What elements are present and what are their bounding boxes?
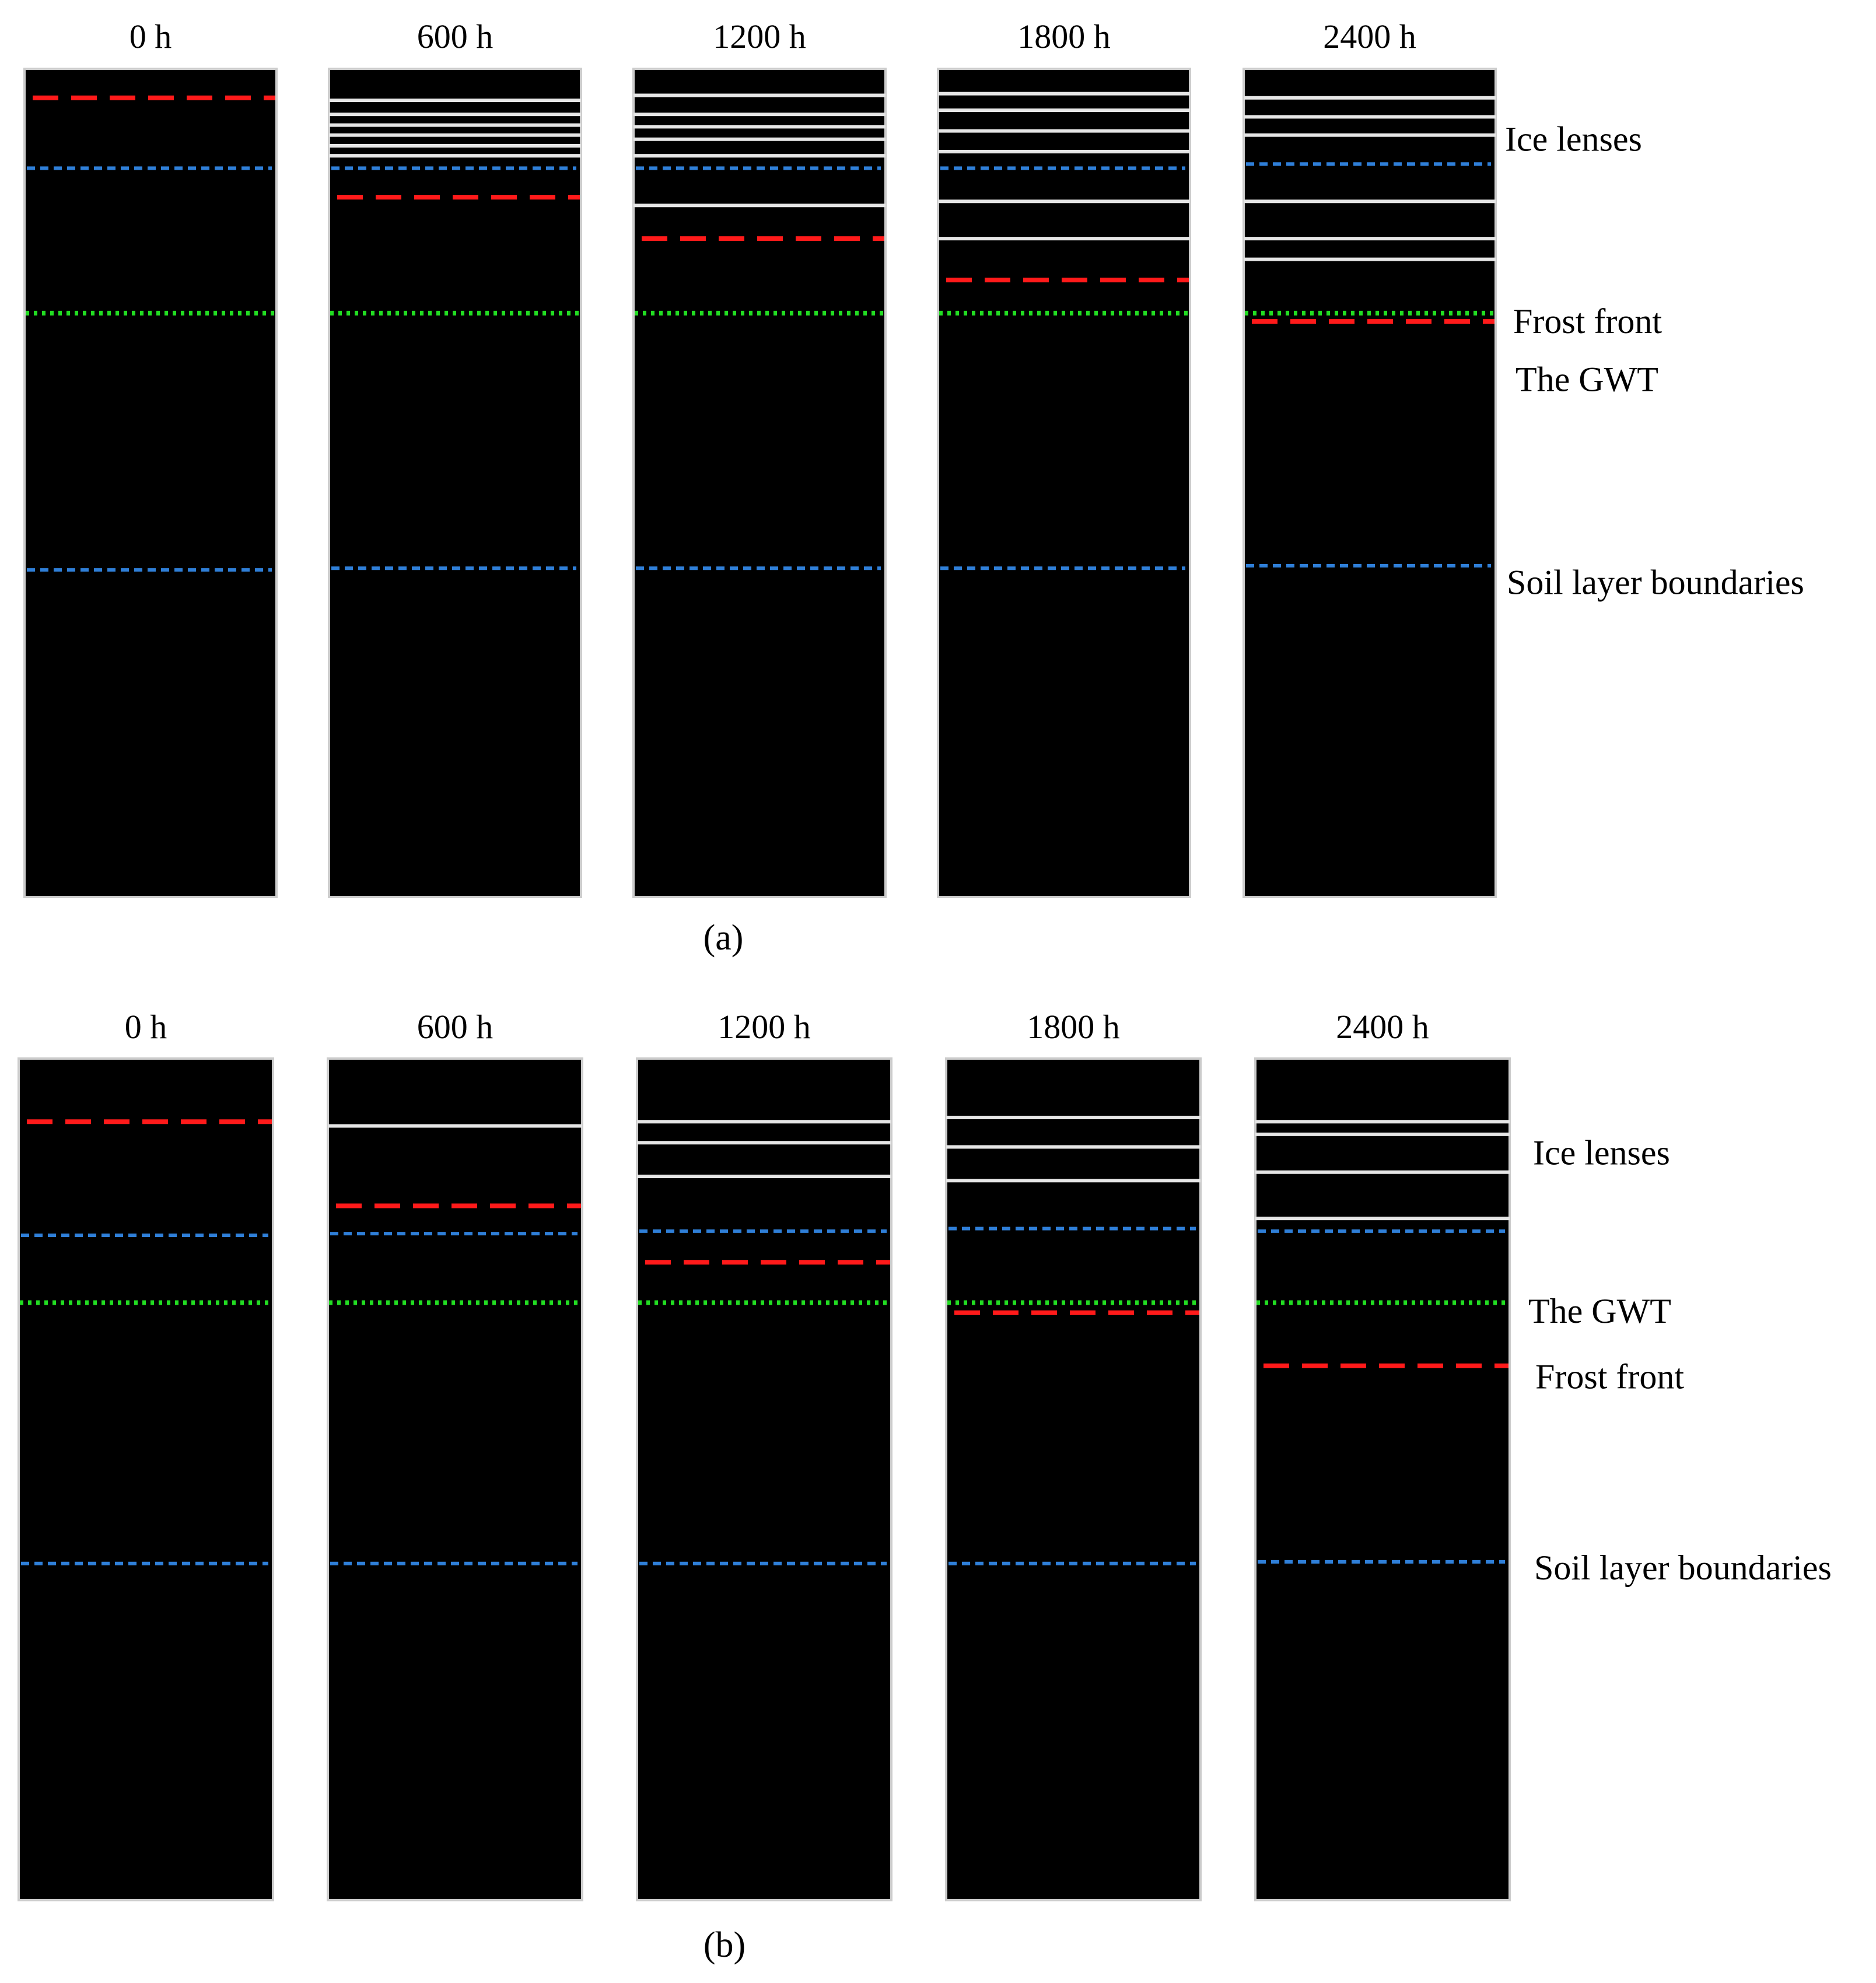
the-gwt-label: The GWT [1528, 1292, 1671, 1330]
column-time-label: 600 h [417, 1008, 494, 1046]
soil-column-body [632, 68, 887, 898]
frost-front-label: Frost front [1513, 302, 1662, 341]
soil-column: 1200 h [632, 17, 887, 898]
soil-column-body [327, 1057, 583, 1901]
column-time-label: 1200 h [718, 1008, 811, 1046]
soil-column: 0 h [18, 1008, 274, 1901]
soil-column: 2400 h [1242, 17, 1497, 898]
frost-front-label: Frost front [1535, 1357, 1684, 1396]
soil-column-body [1254, 1057, 1511, 1901]
ice-lenses-label: Ice lenses [1505, 120, 1642, 159]
column-time-label: 1200 h [713, 17, 806, 55]
ice-lenses-label: Ice lenses [1533, 1134, 1670, 1172]
column-time-label: 1800 h [1027, 1008, 1120, 1046]
soil-column: 0 h [23, 17, 278, 898]
soil-column: 1200 h [636, 1008, 892, 1901]
soil-column: 600 h [327, 1008, 583, 1901]
soil-column: 2400 h [1254, 1008, 1511, 1901]
column-time-label: 1800 h [1017, 17, 1111, 55]
soil-layer-boundaries-label: Soil layer boundaries [1507, 563, 1804, 601]
panels-layer: 0 h 600 h 1200 h 1800 h 2400 h Ice lenses Fros… [18, 17, 1832, 1965]
soil-column: 1800 h [937, 17, 1191, 898]
soil-column-body [23, 68, 278, 898]
panel-caption: (b) [704, 1925, 746, 1965]
column-time-label: 0 h [130, 17, 172, 55]
soil-column-body [18, 1057, 274, 1901]
column-time-label: 2400 h [1336, 1008, 1429, 1046]
soil-column-body [636, 1057, 892, 1901]
soil-layer-boundaries-label: Soil layer boundaries [1534, 1548, 1832, 1587]
soil-column-body [328, 68, 582, 898]
soil-column: 600 h [328, 17, 582, 898]
soil-column: 1800 h [945, 1008, 1202, 1901]
panel-a: 0 h 600 h 1200 h 1800 h 2400 h Ice lenses Fros… [23, 17, 1804, 958]
panel-b: 0 h 600 h 1200 h 1800 h 2400 h Ice lenses The … [18, 1008, 1832, 1965]
the-gwt-label: The GWT [1516, 360, 1658, 399]
column-time-label: 600 h [417, 17, 494, 55]
soil-column-body [937, 68, 1191, 898]
column-time-label: 2400 h [1323, 17, 1416, 55]
soil-column-body [945, 1057, 1202, 1901]
column-time-label: 0 h [125, 1008, 167, 1046]
soil-column-body [1242, 68, 1497, 898]
panel-caption: (a) [704, 918, 744, 958]
